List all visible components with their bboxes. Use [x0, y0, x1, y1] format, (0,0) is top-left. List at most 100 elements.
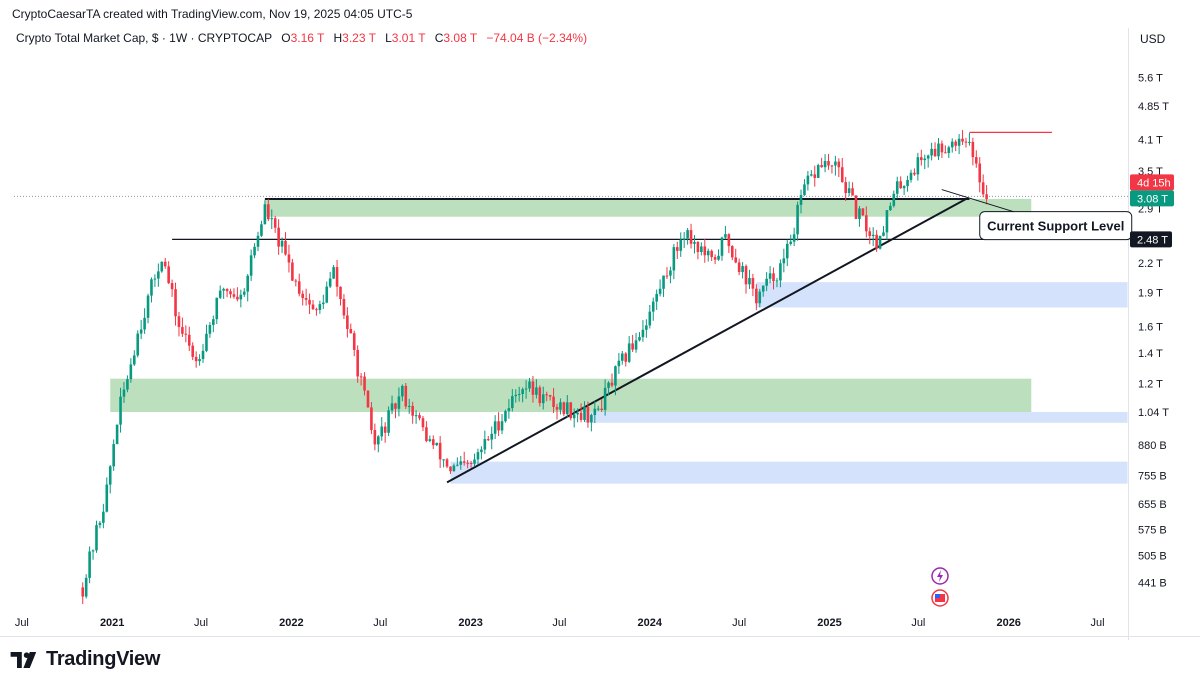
support-zone-top: [264, 198, 1032, 217]
candle-body: [308, 299, 311, 305]
candle-body: [930, 148, 933, 156]
candle-body: [394, 403, 397, 409]
candle-body: [944, 152, 947, 154]
high-value: 3.23 T: [342, 31, 376, 45]
candle-body: [614, 366, 617, 386]
x-tick-label: 2025: [817, 617, 841, 629]
candle-body: [579, 412, 583, 420]
candle-body: [421, 418, 425, 428]
tradingview-logo: TradingView: [10, 648, 160, 671]
candle-body: [335, 267, 339, 287]
candle-body: [789, 241, 793, 244]
candle-body: [287, 254, 291, 263]
price-tag-level: [1130, 231, 1172, 248]
symbol-legend: Crypto Total Market Cap, $ · 1W · CRYPTO…: [16, 31, 587, 45]
candle-body: [785, 243, 789, 259]
current-price-text: 3.08 T: [1137, 193, 1168, 205]
close-label: C: [434, 31, 444, 45]
candle-body: [126, 379, 129, 390]
candle-body: [909, 172, 913, 180]
candle-body: [108, 466, 112, 485]
candle-body: [304, 298, 308, 300]
candle-body: [834, 161, 837, 166]
countdown-tag: [1130, 174, 1174, 191]
candle-body: [366, 390, 370, 408]
candle-body: [964, 141, 968, 143]
candle-body: [383, 426, 387, 433]
candle-body: [387, 410, 390, 433]
candle-body: [370, 407, 373, 431]
candle-body: [968, 141, 971, 143]
candle-body: [119, 396, 122, 425]
candles: [81, 130, 988, 605]
candle-body: [411, 405, 414, 416]
candle-body: [291, 262, 294, 281]
candle-body: [132, 355, 136, 365]
candle-body: [500, 421, 504, 431]
candle-body: [95, 525, 98, 551]
candle-body: [871, 234, 875, 236]
candle-body: [737, 262, 741, 273]
y-tick-label: 1.9 T: [1138, 287, 1163, 299]
candle-body: [889, 205, 892, 211]
candle-body: [284, 240, 287, 255]
symbol-name[interactable]: Crypto Total Market Cap, $ · 1W · CRYPTO…: [16, 31, 272, 45]
currency-label[interactable]: USD: [1140, 32, 1166, 46]
x-tick-label: 2021: [100, 617, 124, 629]
candle-body: [847, 188, 851, 194]
candle-body: [376, 436, 380, 445]
candle-body: [607, 382, 610, 388]
candle-body: [311, 304, 315, 310]
candle-body: [813, 174, 817, 178]
candle-body: [837, 161, 841, 168]
candle-body: [950, 141, 954, 148]
candle-body: [576, 412, 579, 415]
candle-body: [150, 279, 153, 296]
candle-body: [748, 278, 751, 285]
candle-body: [572, 414, 576, 419]
candle-body: [428, 439, 432, 442]
candle-body: [397, 396, 401, 409]
candle-body: [349, 329, 353, 334]
candle-body: [160, 261, 164, 272]
candle-body: [703, 246, 707, 256]
candle-body: [449, 466, 452, 472]
candle-body: [445, 459, 449, 467]
candle-body: [201, 350, 205, 360]
candle-body: [751, 278, 755, 289]
candle-body: [431, 439, 435, 446]
candle-body: [222, 288, 225, 291]
candle-body: [624, 353, 628, 362]
candle-body: [270, 218, 274, 220]
candle-body: [504, 411, 507, 422]
candle-body: [517, 393, 521, 395]
candle-body: [603, 387, 607, 410]
candle-body: [548, 395, 552, 397]
candle-body: [923, 158, 927, 161]
candle-body: [957, 138, 961, 146]
candle-body: [260, 224, 263, 236]
candle-body: [830, 165, 834, 167]
candle-body: [583, 406, 586, 420]
candle-body: [675, 247, 679, 251]
candle-body: [720, 237, 724, 256]
candle-body: [170, 283, 174, 290]
candle-body: [112, 444, 115, 467]
low-value: 3.01 T: [391, 31, 426, 45]
candle-body: [566, 402, 569, 415]
candle-body: [816, 165, 820, 178]
candle-body: [971, 141, 975, 158]
candle-body: [390, 403, 394, 411]
candle-body: [947, 147, 951, 154]
candle-body: [438, 442, 442, 460]
candle-body: [755, 288, 758, 304]
candle-body: [717, 255, 720, 260]
candle-body: [280, 240, 284, 247]
current-price-tag: [1130, 190, 1174, 207]
candle-body: [115, 424, 119, 445]
candle-body: [212, 319, 215, 325]
candle-body: [267, 204, 270, 220]
candle-body: [596, 408, 600, 410]
candle-body: [854, 195, 858, 219]
